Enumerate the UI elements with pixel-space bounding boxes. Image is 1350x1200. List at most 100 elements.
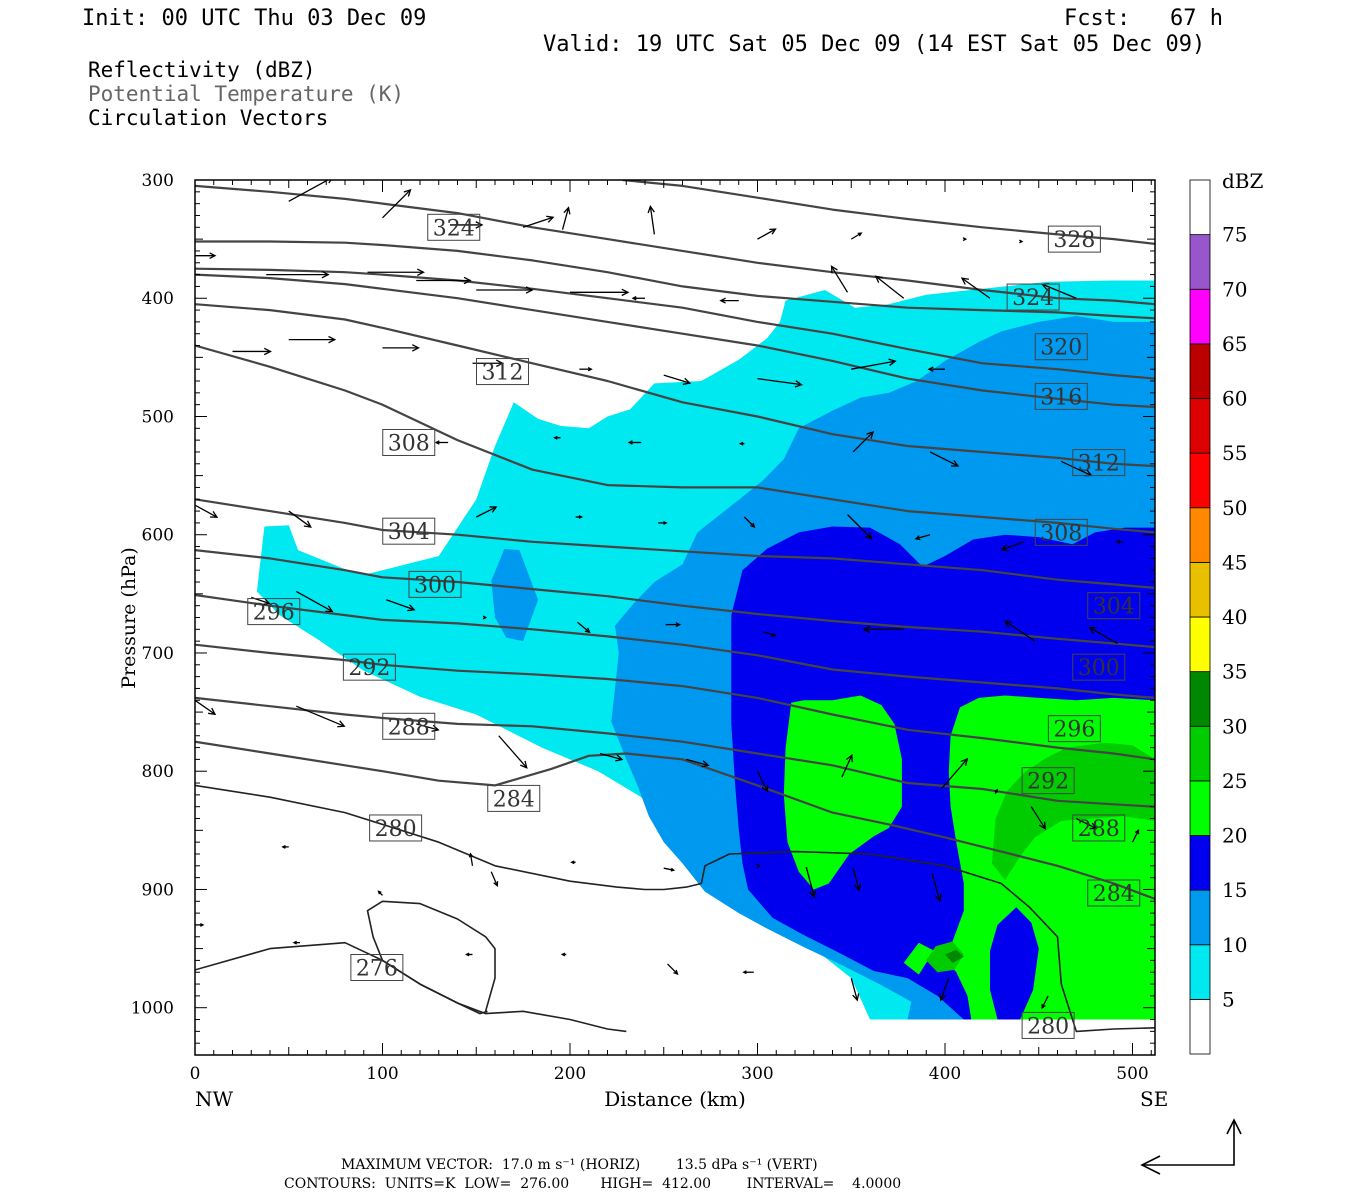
circulation-vector-46 [914,534,931,541]
circulation-vector-76 [490,871,499,888]
contour-label-288-18: 288 [1072,814,1126,842]
circulation-vector-7 [850,232,863,240]
svg-text:284: 284 [1093,882,1135,907]
contour-label-312-6: 312 [1072,449,1126,477]
svg-text:308: 308 [1040,521,1082,546]
contour-label-288-17: 288 [382,712,436,740]
footer-contours: CONTOURS: UNITS=K LOW= 276.00 HIGH= 412.… [284,1176,902,1192]
colorbar-label-35: 35 [1222,660,1247,684]
colorbar-label-40: 40 [1222,605,1247,629]
circulation-vector-84 [292,940,300,945]
colorbar-label-20: 20 [1222,824,1247,848]
contour-labels: 324 328 324 320 316 312 312 308 308 304 304 300 300 2… [247,213,1141,1039]
colorbar-label-10: 10 [1222,933,1247,957]
circulation-vector-22 [232,347,272,356]
x-tick-500: 500 [1116,180,1152,1084]
circulation-vector-17 [719,297,739,304]
circulation-vector-31 [187,415,195,418]
circulation-vector-55 [762,631,777,637]
theta-contour-332-15 [622,180,1155,245]
theta-contour-296-6 [195,593,1155,699]
svg-text:328: 328 [1053,228,1095,253]
circulation-vector-79 [756,863,761,868]
circulation-vector-2 [450,221,484,229]
circulation-vector-78 [663,867,676,872]
theta-contour-288-4 [195,696,1155,808]
circulation-vector-57 [1003,620,1036,642]
contour-label-292-16: 292 [1021,767,1075,795]
theta-contour-304-8 [195,498,1155,589]
x-tick-0: 0 [190,180,365,1084]
circulation-vector-32 [434,440,449,445]
reflectivity-region-15-dbz-7 [990,907,1039,1020]
svg-text:700: 700 [142,644,174,664]
svg-text:400: 400 [929,1064,961,1084]
theta-contour-328-14 [195,184,1155,306]
circulation-vector-40 [288,510,312,528]
circulation-vector-80 [805,866,817,899]
reflectivity-region-10-dbz-2 [491,548,539,642]
contour-label-316-4: 316 [1034,382,1088,410]
contour-label-324-0: 324 [427,213,481,241]
theta-contour-280-2 [195,784,1155,1033]
circulation-vector-51 [386,599,416,612]
svg-text:300: 300 [142,171,174,191]
svg-text:288: 288 [388,715,430,740]
field-vectors: Circulation Vectors [88,106,329,130]
contour-label-328-1: 328 [1047,225,1101,253]
svg-text:324: 324 [1012,286,1054,311]
colorbar-swatch-13 [1189,288,1211,345]
circulation-vector-64 [686,758,710,768]
contour-label-300-12: 300 [1072,653,1126,681]
valid-time: Valid: 19 UTC Sat 05 Dec 09 (14 EST Sat … [543,32,1206,57]
colorbar-swatch-15 [1189,179,1211,236]
colorbar-swatch-4 [1189,780,1211,836]
colorbar-swatch-10 [1189,452,1211,509]
circulation-vector-43 [658,520,668,525]
circulation-vector-48 [1115,539,1124,544]
theta-contour-300-7 [195,549,1155,649]
colorbar-swatch-11 [1189,398,1211,454]
contour-label-312-5: 312 [476,358,529,386]
circulation-vector-14 [476,286,534,294]
svg-text:500: 500 [142,407,174,427]
svg-text:308: 308 [388,432,430,457]
reflectivity-region-20-dbz-5 [783,695,902,890]
circulation-vector-12 [367,268,425,276]
circulation-vector-88 [742,970,754,975]
svg-text:324: 324 [433,216,475,241]
circulation-vector-45 [847,514,873,540]
y-tick-700: 700 [142,644,1155,760]
x-end-label-right: SE [1140,1087,1168,1111]
reflectivity-region-30-dbz-10 [945,949,964,963]
y-tick-1000: 1000 [131,999,1155,1056]
circulation-vector-16 [631,296,645,301]
circulation-vector-52 [482,615,488,620]
svg-text:0: 0 [190,1064,201,1084]
svg-text:200: 200 [554,1064,586,1084]
y-tick-900: 900 [142,880,1155,997]
circulation-vector-47 [1000,541,1024,552]
colorbar-label-70: 70 [1222,277,1247,301]
colorbar-swatch-12 [1189,343,1211,399]
circulation-vector-91 [1041,995,1049,1010]
svg-text:400: 400 [142,289,174,309]
svg-text:276: 276 [356,957,398,982]
circulation-vector-44 [743,516,756,529]
circulation-vector-90 [939,977,950,1002]
colorbar-swatch-9 [1189,507,1211,563]
svg-text:300: 300 [741,1064,773,1084]
circulation-vector-27 [663,374,692,385]
colorbar: 5 10 15 20 25 30 35 40 45 50 55 60 65 70 75 [1189,179,1247,1055]
svg-text:288: 288 [1078,817,1120,842]
circulation-vectors [187,180,1140,1010]
circulation-vector-8 [962,237,968,242]
x-tick-100: 100 [366,180,552,1084]
circulation-vector-63 [599,752,624,762]
circulation-vector-36 [852,430,875,453]
svg-text:292: 292 [1027,770,1069,795]
circulation-vector-82 [931,872,942,903]
circulation-vector-73 [281,844,289,849]
circulation-vector-25 [472,359,504,368]
